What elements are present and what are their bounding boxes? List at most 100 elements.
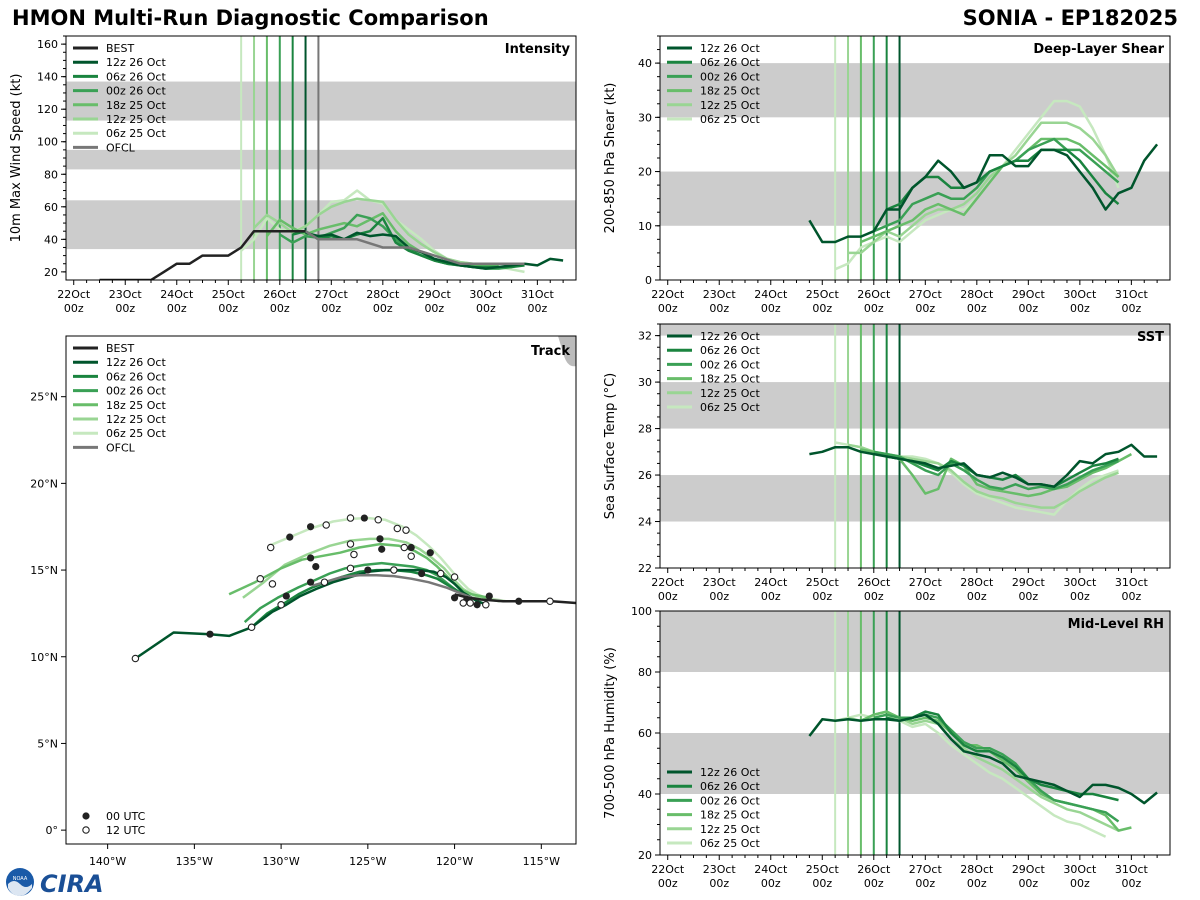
track-marker-12utc	[374, 516, 382, 524]
track-ytick-label: 0°	[46, 824, 59, 837]
sst-xtick-sublabel: 00z	[812, 590, 832, 603]
intensity-legend-label: 18z 25 Oct	[106, 99, 166, 112]
rh-xtick-label: 24Oct	[754, 863, 788, 876]
shear-xtick-label: 28Oct	[960, 288, 994, 301]
sst-legend-label: 12z 26 Oct	[700, 330, 760, 343]
rh-xtick-sublabel: 00z	[1018, 877, 1038, 890]
sst-xtick-sublabel: 00z	[1121, 590, 1141, 603]
intensity-xtick-sublabel: 00z	[167, 302, 187, 315]
track-marker-12utc	[266, 543, 275, 552]
intensity-series-ofcl	[304, 230, 525, 265]
sst-series-12z-26-oct	[809, 443, 1158, 488]
shear-xtick-sublabel: 00z	[915, 302, 935, 315]
intensity-xtick-sublabel: 00z	[476, 302, 496, 315]
rh-series-12z-25-oct	[847, 710, 1120, 832]
track-title: Track	[531, 344, 570, 359]
sst-series-00z-26-oct	[873, 450, 1119, 491]
rh-xtick-label: 26Oct	[857, 863, 891, 876]
intensity-xtick-sublabel: 00z	[218, 302, 238, 315]
track-marker-12utc	[466, 599, 474, 607]
track-legend-label: 06z 26 Oct	[106, 370, 166, 383]
rh-ytick-label: 40	[638, 788, 652, 801]
intensity-plot-area	[66, 36, 576, 280]
sst-shade-band	[660, 475, 1170, 522]
track-marker-12utc	[322, 521, 330, 529]
intensity-xtick-sublabel: 00z	[527, 302, 547, 315]
sst-legend-label: 00z 26 Oct	[700, 358, 760, 371]
track-marker-12utc	[346, 564, 355, 573]
track-marker-00utc	[426, 549, 434, 557]
rh-series-06z-25-oct	[834, 713, 1107, 838]
intensity-series-00z-26-oct	[279, 213, 512, 270]
intensity-legend-label: 06z 25 Oct	[106, 127, 166, 140]
shear-ylabel: 200-850 hPa Shear (kt)	[603, 83, 618, 234]
track-marker-12utc	[450, 573, 459, 581]
sst-xtick-label: 30Oct	[1063, 576, 1097, 589]
rh-shade-band	[660, 733, 1170, 794]
sst-title: SST	[1137, 330, 1164, 345]
cira-logo-text: CIRA	[40, 870, 104, 898]
track-series-06z-25-oct	[268, 516, 507, 603]
track-series-06z-26-oct	[250, 568, 478, 629]
track-marker-00utc	[463, 595, 471, 604]
shear-xtick-label: 25Oct	[806, 288, 840, 301]
shear-legend-label: 06z 25 Oct	[700, 113, 760, 126]
rh-xtick-label: 29Oct	[1012, 863, 1046, 876]
shear-frame	[659, 35, 1171, 281]
rh-ylabel: 700-500 hPa Humidity (%)	[603, 647, 618, 819]
intensity-legend-label: BEST	[106, 42, 134, 55]
track-legend-label: OFCL	[106, 441, 136, 454]
track-frame	[65, 335, 577, 845]
shear-xtick-label: 31Oct	[1115, 288, 1149, 301]
track-legend-label: 12z 26 Oct	[106, 356, 166, 369]
track-land	[558, 336, 576, 367]
rh-xtick-label: 25Oct	[806, 863, 840, 876]
rh-legend-label: 06z 26 Oct	[700, 780, 760, 793]
rh-series-00z-26-oct	[873, 713, 1120, 823]
track-series-12z-25-oct	[242, 537, 500, 603]
track-xtick-label: 115°W	[523, 855, 560, 868]
figure-title-left: HMON Multi-Run Diagnostic Comparison	[12, 6, 489, 30]
track-marker-00utc	[515, 597, 523, 605]
sst-ytick-label: 30	[638, 376, 652, 389]
intensity-shade-band	[66, 81, 576, 121]
rh-xtick-label: 23Oct	[703, 863, 737, 876]
intensity-series-12z-25-oct	[253, 197, 486, 267]
sst-xtick-label: 26Oct	[857, 576, 891, 589]
rh-xtick-label: 27Oct	[909, 863, 943, 876]
track-legend-label: 12z 25 Oct	[106, 413, 166, 426]
shear-xtick-label: 22Oct	[651, 288, 685, 301]
intensity-xtick-label: 28Oct	[366, 288, 400, 301]
track-marker-00utc	[407, 543, 415, 552]
shear-series-12z-25-oct	[848, 121, 1120, 255]
shear-ytick-label: 0	[645, 274, 652, 287]
rh-xtick-sublabel: 00z	[812, 877, 832, 890]
sst-xtick-label: 27Oct	[909, 576, 943, 589]
sst-series-06z-26-oct	[886, 455, 1119, 488]
intensity-xtick-sublabel: 00z	[115, 302, 135, 315]
shear-xtick-label: 26Oct	[857, 288, 891, 301]
shear-series-18z-25-oct	[860, 137, 1120, 244]
sst-xtick-sublabel: 00z	[915, 590, 935, 603]
track-marker-12utc	[256, 574, 265, 583]
track-marker-12utc	[131, 654, 140, 663]
track-series-best	[454, 593, 576, 605]
track-xtick-label: 135°W	[176, 855, 213, 868]
track-marker-12utc	[346, 540, 355, 548]
track-marker-12utc	[350, 550, 358, 559]
intensity-ytick-label: 60	[44, 201, 58, 214]
sst-ylabel: Sea Surface Temp (°C)	[603, 373, 618, 520]
intensity-frame	[65, 35, 577, 281]
rh-xtick-sublabel: 00z	[1121, 877, 1141, 890]
rh-xtick-sublabel: 00z	[1070, 877, 1090, 890]
shear-xtick-sublabel: 00z	[1121, 302, 1141, 315]
track-marker-00utc	[306, 523, 315, 531]
rh-xtick-label: 30Oct	[1063, 863, 1097, 876]
intensity-title: Intensity	[505, 42, 571, 57]
shear-xtick-label: 24Oct	[754, 288, 788, 301]
sst-series-18z-25-oct	[860, 448, 1132, 498]
intensity-xtick-sublabel: 00z	[373, 302, 393, 315]
